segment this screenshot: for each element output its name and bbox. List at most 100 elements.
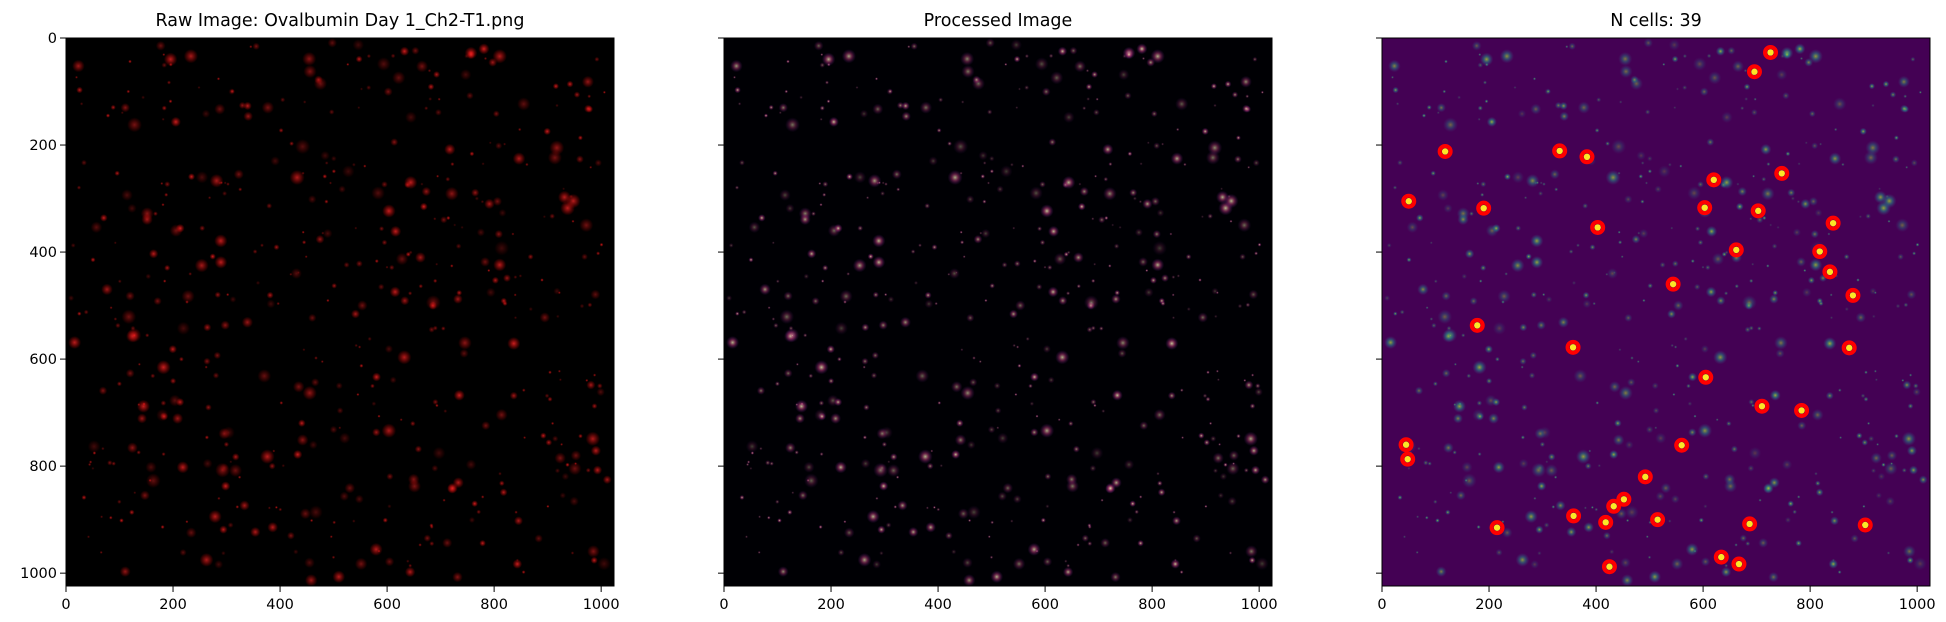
texture-spot [1554,187,1559,192]
texture-spot [1252,56,1258,62]
texture-spot [1152,229,1162,239]
texture-spot [458,336,472,350]
cell-marker [1552,143,1568,159]
texture-spot [1063,111,1075,124]
texture-spot [814,360,829,375]
texture-spot [1830,510,1834,514]
texture-spot [1200,215,1204,219]
texture-spot [113,317,118,321]
texture-spot [480,200,485,204]
texture-spot [1825,391,1834,400]
texture-spot [352,39,364,51]
texture-spot [1828,559,1839,569]
texture-spot [1539,441,1546,448]
texture-spot [483,56,488,61]
texture-spot [292,381,305,393]
texture-spot [310,518,314,523]
texture-spot [1110,571,1121,583]
texture-spot [163,52,178,66]
texture-spot [309,440,318,450]
texture-spot [1662,62,1666,66]
texture-spot [785,203,795,213]
texture-spot [114,170,120,176]
texture-spot [1618,385,1633,401]
texture-spot [786,59,790,64]
texture-spot [997,491,1007,501]
texture-spot [1171,316,1176,320]
texture-spot [1111,294,1121,304]
texture-spot [437,97,441,101]
texture-spot [298,419,306,428]
texture-spot [1472,360,1487,375]
texture-spot [1682,85,1688,91]
texture-spot [1407,466,1411,470]
texture-spot [1180,388,1184,393]
texture-spot [966,313,975,322]
texture-spot [1030,428,1039,437]
texture-spot [1001,261,1008,268]
texture-spot [491,276,499,284]
texture-spot [1000,165,1013,178]
texture-spot [846,272,850,276]
texture-spot [1126,516,1134,524]
texture-spot [778,111,782,115]
texture-spot [937,401,942,405]
x-tick-label: 200 [817,597,845,613]
texture-spot [1645,181,1648,185]
texture-spot [1009,309,1018,319]
texture-spot [423,534,431,542]
texture-spot [539,312,550,323]
texture-spot [1116,336,1130,350]
texture-spot [1228,551,1233,555]
texture-spot [1260,475,1270,485]
texture-spot [1228,450,1240,461]
texture-spot [358,345,362,349]
texture-spot [1886,450,1898,461]
texture-spot [1072,445,1080,453]
texture-spot [410,420,416,427]
texture-spot [594,159,602,167]
texture-spot [1734,284,1740,289]
x-tick-label: 1000 [583,597,620,613]
texture-spot [990,520,994,525]
texture-spot [76,86,83,94]
texture-spot [197,86,201,89]
texture-spot [1618,240,1623,245]
texture-spot [739,159,745,166]
texture-spot [514,516,523,526]
texture-spot [1103,186,1117,201]
texture-spot [1918,475,1928,485]
texture-spot [1151,258,1165,272]
texture-spot [1743,69,1748,73]
texture-spot [748,221,761,234]
texture-spot [945,531,953,540]
cell-center [1702,374,1709,381]
texture-spot [730,59,743,73]
texture-spot [993,382,1001,390]
texture-spot [176,321,190,335]
texture-spot [733,75,736,79]
texture-spot [866,196,870,200]
texture-spot [1895,218,1910,233]
texture-spot [1752,174,1756,178]
texture-spot [785,442,796,454]
texture-spot [1435,518,1440,523]
texture-spot [494,229,503,239]
texture-spot [877,181,882,185]
cell-marker [1822,264,1838,280]
texture-spot [267,522,279,533]
texture-spot [250,526,261,538]
texture-spot [795,413,805,424]
texture-spot [1197,312,1209,323]
texture-spot [1150,49,1165,64]
texture-spot [1734,543,1738,547]
texture-spot [1232,462,1236,466]
texture-spot [1138,200,1143,204]
texture-spot [142,402,146,406]
texture-spot [406,559,410,563]
texture-spot [1391,75,1394,79]
texture-spot [1139,495,1143,499]
texture-spot [1406,257,1412,263]
texture-spot [1624,313,1633,322]
texture-spot [1066,250,1071,255]
